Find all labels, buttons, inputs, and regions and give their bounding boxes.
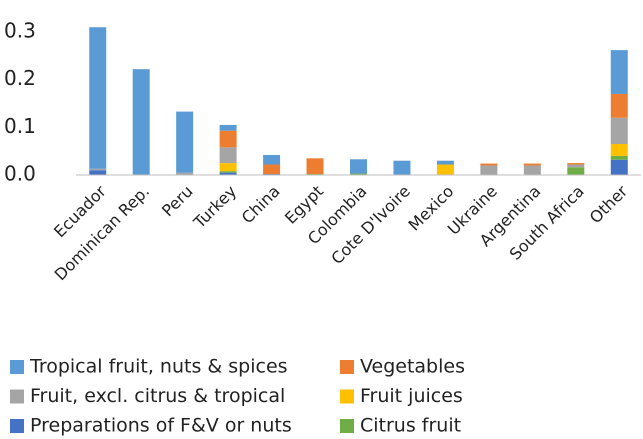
bar-segment bbox=[610, 50, 628, 94]
bar-segment bbox=[610, 155, 628, 160]
bar-segment bbox=[610, 159, 628, 175]
y-tick-label: 0.3 bbox=[4, 19, 36, 43]
bar-segment bbox=[89, 27, 107, 169]
bar-segment bbox=[263, 154, 281, 165]
bar-segment bbox=[219, 124, 237, 131]
bar-segment bbox=[176, 111, 194, 173]
bar-segment bbox=[436, 160, 454, 165]
bar-segment bbox=[436, 164, 454, 175]
bar-segment bbox=[306, 158, 324, 175]
legend-swatch bbox=[340, 419, 354, 433]
bar-segment bbox=[480, 165, 498, 175]
legend-swatch bbox=[340, 360, 354, 374]
bar-segment bbox=[610, 93, 628, 118]
bar-segment bbox=[263, 164, 281, 175]
bar-segment bbox=[567, 164, 585, 168]
bar-segment bbox=[610, 117, 628, 145]
bar-segment bbox=[610, 144, 628, 156]
x-tick-label: Other bbox=[586, 181, 632, 227]
bar-segment bbox=[132, 69, 150, 175]
bar-segment bbox=[350, 159, 367, 174]
bar-segment bbox=[523, 163, 541, 166]
y-tick-label: 0.1 bbox=[4, 114, 36, 138]
bar-segment bbox=[567, 163, 585, 165]
bar-segment bbox=[523, 165, 541, 175]
bar-segment bbox=[219, 147, 237, 164]
y-tick-label: 0.0 bbox=[4, 162, 36, 186]
bar-segment bbox=[219, 130, 237, 148]
legend-label: Preparations of F&V or nuts bbox=[30, 415, 292, 437]
x-tick-label: Turkey bbox=[189, 182, 240, 233]
bar-segment bbox=[567, 167, 585, 175]
bar-segment bbox=[176, 172, 194, 175]
bar-segment bbox=[480, 163, 498, 166]
bar-segment bbox=[393, 160, 411, 175]
legend-label: Citrus fruit bbox=[360, 415, 461, 437]
bar-segment bbox=[219, 172, 237, 175]
legend-label: Tropical fruit, nuts & spices bbox=[29, 356, 288, 378]
legend-swatch bbox=[10, 389, 24, 404]
bar-segment bbox=[89, 168, 107, 171]
legend-swatch bbox=[10, 419, 24, 433]
x-tick-label: Peru bbox=[158, 182, 197, 221]
legend-swatch bbox=[10, 360, 24, 374]
legend-label: Fruit juices bbox=[360, 385, 463, 407]
bar-segment bbox=[219, 163, 237, 172]
bar-segment bbox=[219, 171, 237, 173]
y-tick-label: 0.2 bbox=[4, 66, 36, 90]
bar-segment bbox=[350, 173, 367, 175]
legend-swatch bbox=[340, 389, 354, 404]
legend-label: Vegetables bbox=[360, 356, 465, 378]
x-tick-label: China bbox=[238, 182, 284, 228]
legend-label: Fruit, excl. citrus & tropical bbox=[30, 385, 285, 407]
bar-segment bbox=[89, 170, 107, 175]
